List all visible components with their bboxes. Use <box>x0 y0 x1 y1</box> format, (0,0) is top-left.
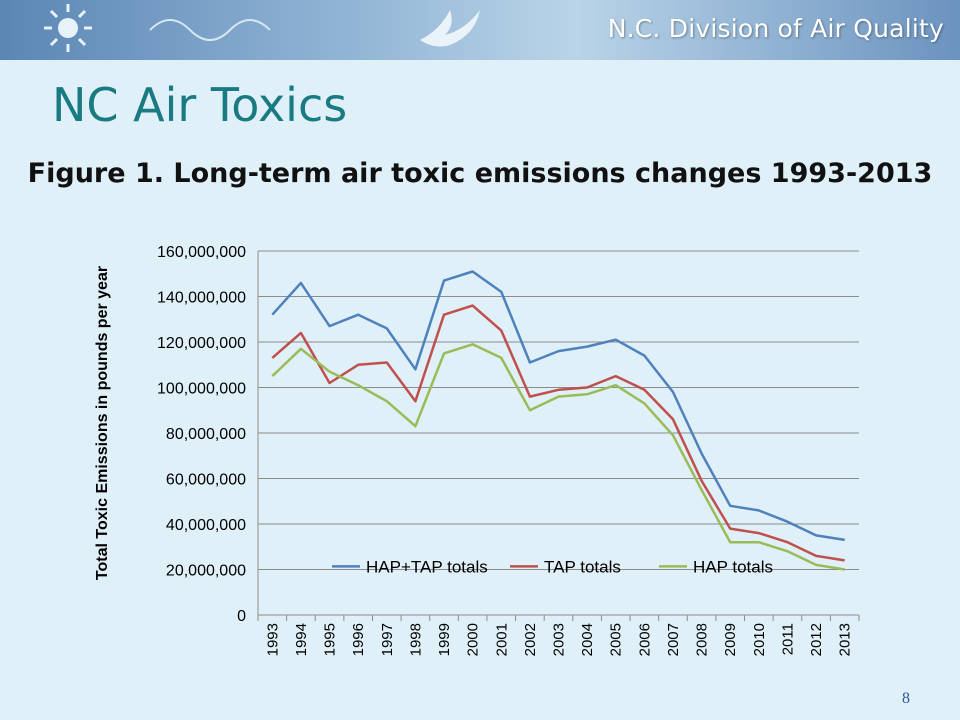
y-tick-label: 160,000,000 <box>157 244 246 261</box>
x-tick-label: 2009 <box>722 623 739 656</box>
x-tick-label: 1994 <box>293 623 310 656</box>
y-tick-label: 20,000,000 <box>166 563 246 580</box>
x-tick-label: 2005 <box>608 623 625 656</box>
sun-logo-icon <box>44 4 92 52</box>
y-axis-title: Total Toxic Emissions in pounds per year <box>94 266 111 580</box>
y-tick-label: 80,000,000 <box>166 426 246 443</box>
legend-label: TAP totals <box>544 557 621 576</box>
y-tick-label: 120,000,000 <box>157 335 246 352</box>
x-tick-label: 2010 <box>751 623 768 656</box>
legend-label: HAP+TAP totals <box>366 557 488 576</box>
figure-title: Figure 1. Long-term air toxic emissions … <box>27 158 933 189</box>
x-tick-label: 2006 <box>636 623 653 656</box>
x-tick-label: 2008 <box>694 623 711 656</box>
x-tick-label: 1993 <box>264 623 281 656</box>
x-tick-label: 1998 <box>407 623 424 656</box>
series-line <box>271 343 845 571</box>
slide-title: NC Air Toxics <box>52 78 348 132</box>
header-banner: N.C. Division of Air Quality <box>0 0 960 60</box>
x-tick-label: 2003 <box>551 623 568 656</box>
x-tick-label: 1996 <box>350 623 367 656</box>
y-tick-label: 100,000,000 <box>157 381 246 398</box>
x-tick-label: 2013 <box>837 623 854 656</box>
bird-icon <box>420 10 480 47</box>
x-tick-label: 2004 <box>579 623 596 656</box>
y-tick-label: 60,000,000 <box>166 472 246 489</box>
x-tick-label: 1995 <box>322 623 339 656</box>
y-tick-label: 0 <box>237 608 246 625</box>
banner-decoration <box>44 4 480 52</box>
x-tick-label: 1997 <box>379 623 396 656</box>
x-tick-label: 2001 <box>493 623 510 656</box>
emissions-line-chart: 0 20,000,000 40,000,000 60,000,000 80,000,00… <box>94 244 860 656</box>
series-line <box>271 270 845 542</box>
x-tick-label: 1999 <box>436 623 453 656</box>
y-tick-label: 40,000,000 <box>166 517 246 534</box>
x-tick-label: 2011 <box>779 623 796 655</box>
y-tick-label: 140,000,000 <box>157 290 246 307</box>
x-tick-label: 2012 <box>808 623 825 656</box>
swirl-icon <box>149 19 271 41</box>
x-tick-label: 2002 <box>522 623 539 656</box>
legend-label: HAP totals <box>693 557 773 576</box>
x-tick-label: 2007 <box>665 623 682 656</box>
x-tick-label: 2000 <box>465 623 482 656</box>
org-name: N.C. Division of Air Quality <box>607 14 944 43</box>
page-number: 8 <box>902 690 910 707</box>
